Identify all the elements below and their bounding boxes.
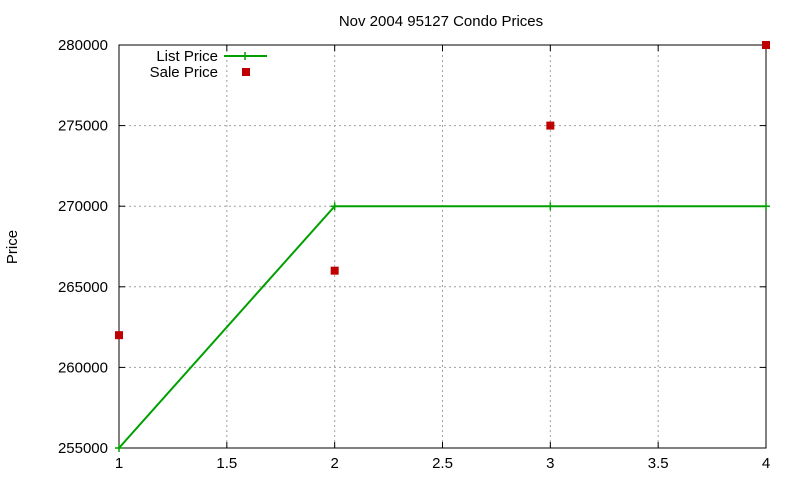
- x-tick-label: 1: [115, 455, 123, 472]
- y-tick-label: 280000: [58, 37, 108, 54]
- x-tick-label: 3: [546, 455, 554, 472]
- chart-title: Nov 2004 95127 Condo Prices: [339, 13, 543, 30]
- y-axis-label: Price: [4, 230, 21, 264]
- x-tick-label: 4: [762, 455, 770, 472]
- legend-label-sale-price: Sale Price: [150, 64, 218, 81]
- data-point-list-price: [330, 202, 339, 211]
- data-point-list-price: [115, 444, 123, 452]
- y-tick-label: 270000: [58, 198, 108, 215]
- data-point-sale-price: [330, 266, 339, 275]
- x-tick-label: 2: [330, 455, 338, 472]
- series-line-list-price: [118, 205, 766, 449]
- x-tick-label: 2.5: [432, 455, 453, 472]
- y-tick-label: 260000: [58, 359, 108, 376]
- data-point-list-price: [762, 202, 770, 211]
- y-tick-label: 275000: [58, 118, 108, 135]
- y-tick-label: 255000: [58, 440, 108, 457]
- grid-layer: [119, 45, 766, 448]
- data-point-sale-price: [762, 41, 770, 49]
- ticks-layer: 1 1.5 2 2.5 3 3.5 4 255000 260000 265000 270000 275…: [58, 37, 770, 472]
- legend-label-list-price: List Price: [156, 48, 218, 65]
- data-point-sale-price: [115, 331, 123, 340]
- legend-marker-list-price: [241, 52, 249, 60]
- series-list-price: [115, 202, 770, 452]
- data-point-list-price: [546, 202, 555, 211]
- x-tick-label: 1.5: [216, 455, 237, 472]
- x-tick-label: 3.5: [648, 455, 669, 472]
- data-point-sale-price: [546, 121, 555, 130]
- series-layer: [115, 41, 770, 452]
- series-sale-price: [115, 41, 770, 340]
- y-tick-label: 265000: [58, 279, 108, 296]
- legend-swatch-sale-price: [242, 68, 250, 76]
